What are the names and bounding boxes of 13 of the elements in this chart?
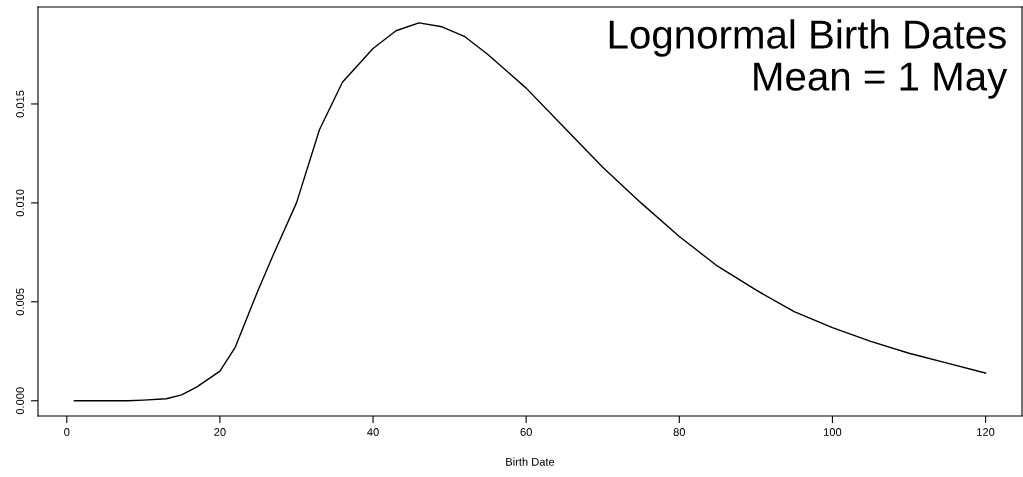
x-tick-label: 0 (64, 428, 70, 436)
x-tick-label: 100 (824, 428, 842, 436)
y-tick-label: 0.005 (16, 288, 24, 316)
y-tick-label: 0.000 (16, 387, 24, 415)
y-tick-label: 0.015 (16, 90, 24, 118)
x-tick-label: 60 (520, 428, 532, 436)
x-tick-label: 40 (367, 428, 379, 436)
x-tick-label: 20 (214, 428, 226, 436)
x-tick-label: 80 (673, 428, 686, 436)
x-tick-label: 120 (977, 428, 995, 436)
annotation: Lognormal Birth Dates Mean = 1 May (609, 19, 1008, 99)
x-axis-title: Birth Date (506, 457, 555, 466)
y-tick-label: 0.010 (16, 189, 24, 217)
